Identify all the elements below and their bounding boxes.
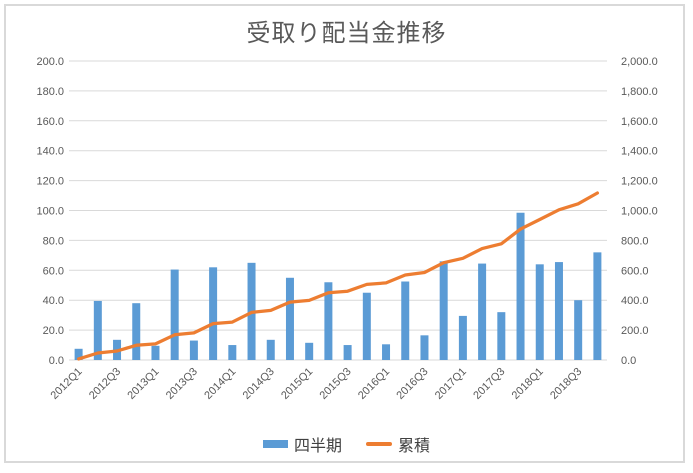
left-axis-tick-label: 80.0 <box>43 235 64 247</box>
right-axis-tick-label: 0.0 <box>621 355 636 367</box>
right-axis-tick-label: 2,000.0 <box>621 56 658 68</box>
left-axis-tick-label: 160.0 <box>36 116 64 128</box>
quarterly-bar <box>554 262 563 360</box>
quarterly-bar <box>535 264 544 360</box>
legend-quarterly-label: 四半期 <box>293 438 342 455</box>
right-axis-labels: 0.0 200.0 400.0 600.0 800.0 1,000.0 1,200.0 1,4… <box>621 56 658 367</box>
x-axis-tick-label: 2012Q3 <box>87 366 123 402</box>
x-axis-tick-label: 2016Q1 <box>356 366 392 402</box>
quarterly-bar <box>74 348 83 360</box>
x-axis-tick-label: 2014Q1 <box>202 366 238 402</box>
right-axis-tick-label: 1,400.0 <box>621 146 658 158</box>
quarterly-bar <box>209 267 218 360</box>
cumulative-line <box>76 191 600 361</box>
left-axis-tick-label: 140.0 <box>36 146 64 158</box>
right-axis-tick-label: 600.0 <box>621 265 649 277</box>
quarterly-bar <box>478 263 487 360</box>
right-axis-tick-label: 1,800.0 <box>621 86 658 98</box>
gridlines <box>69 60 607 361</box>
legend-quarterly-swatch <box>262 440 288 448</box>
quarterly-bar <box>458 315 467 360</box>
left-axis-tick-label: 0.0 <box>49 355 64 367</box>
quarterly-bar <box>439 261 448 360</box>
right-axis-tick-label: 1,200.0 <box>621 176 658 188</box>
x-axis-labels: 2012Q1 2012Q3 2013Q1 2013Q3 2014Q1 2014Q3 2015… <box>49 366 585 402</box>
quarterly-bar <box>151 345 160 360</box>
quarterly-bar <box>497 312 506 360</box>
cumulative-line-series <box>76 191 600 361</box>
quarterly-bar <box>343 345 352 360</box>
x-axis-tick-label: 2016Q3 <box>394 366 430 402</box>
left-axis-labels: 0.0 20.0 40.0 60.0 80.0 100.0 120.0 140.0 160.0 1… <box>36 56 64 367</box>
right-axis-tick-label: 200.0 <box>621 325 649 337</box>
quarterly-bar <box>93 300 102 360</box>
right-axis-tick-label: 1,000.0 <box>621 206 658 218</box>
left-axis-tick-label: 40.0 <box>43 295 64 307</box>
quarterly-bar <box>593 252 602 360</box>
right-axis-tick-label: 400.0 <box>621 295 649 307</box>
x-axis-tick-label: 2015Q1 <box>279 366 315 402</box>
right-axis-tick-label: 800.0 <box>621 235 649 247</box>
left-axis-tick-label: 120.0 <box>36 176 64 188</box>
left-axis-tick-label: 100.0 <box>36 206 64 218</box>
quarterly-bar <box>266 339 275 360</box>
x-axis-tick-label: 2014Q3 <box>241 366 277 402</box>
quarterly-bar <box>382 344 391 360</box>
legend-cumulative-label: 累積 <box>398 438 431 455</box>
right-axis-tick-label: 1,600.0 <box>621 116 658 128</box>
x-axis-tick-label: 2018Q3 <box>548 366 584 402</box>
quarterly-bar <box>324 282 333 360</box>
x-axis-tick-label: 2015Q3 <box>318 366 354 402</box>
left-axis-tick-label: 180.0 <box>36 86 64 98</box>
quarterly-bar <box>305 342 314 360</box>
x-axis-tick-label: 2017Q3 <box>471 366 507 402</box>
chart-title: 受取り配当金推移 <box>246 20 447 47</box>
quarterly-bar-series <box>74 212 602 360</box>
quarterly-bar <box>574 300 583 360</box>
left-axis-tick-label: 60.0 <box>43 265 64 277</box>
quarterly-bar <box>420 335 429 360</box>
x-axis-tick-label: 2018Q1 <box>510 366 546 402</box>
quarterly-bar <box>170 269 179 360</box>
x-axis-tick-label: 2017Q1 <box>433 366 469 402</box>
left-axis-tick-label: 200.0 <box>36 56 64 68</box>
quarterly-bar <box>516 212 525 360</box>
legend-cumulative-swatch <box>366 442 392 446</box>
quarterly-bar <box>228 345 237 360</box>
legend: 四半期 累積 <box>0 433 693 455</box>
quarterly-bar <box>132 303 141 360</box>
chart-frame <box>4 4 685 463</box>
quarterly-bar <box>362 292 371 360</box>
x-axis-tick-label: 2012Q1 <box>49 366 85 402</box>
x-axis-tick-label: 2013Q1 <box>125 366 161 402</box>
x-axis-tick-label: 2013Q3 <box>164 366 200 402</box>
left-axis-tick-label: 20.0 <box>43 325 64 337</box>
quarterly-bar <box>189 340 198 360</box>
quarterly-bar <box>285 277 294 360</box>
quarterly-bar <box>401 281 410 360</box>
